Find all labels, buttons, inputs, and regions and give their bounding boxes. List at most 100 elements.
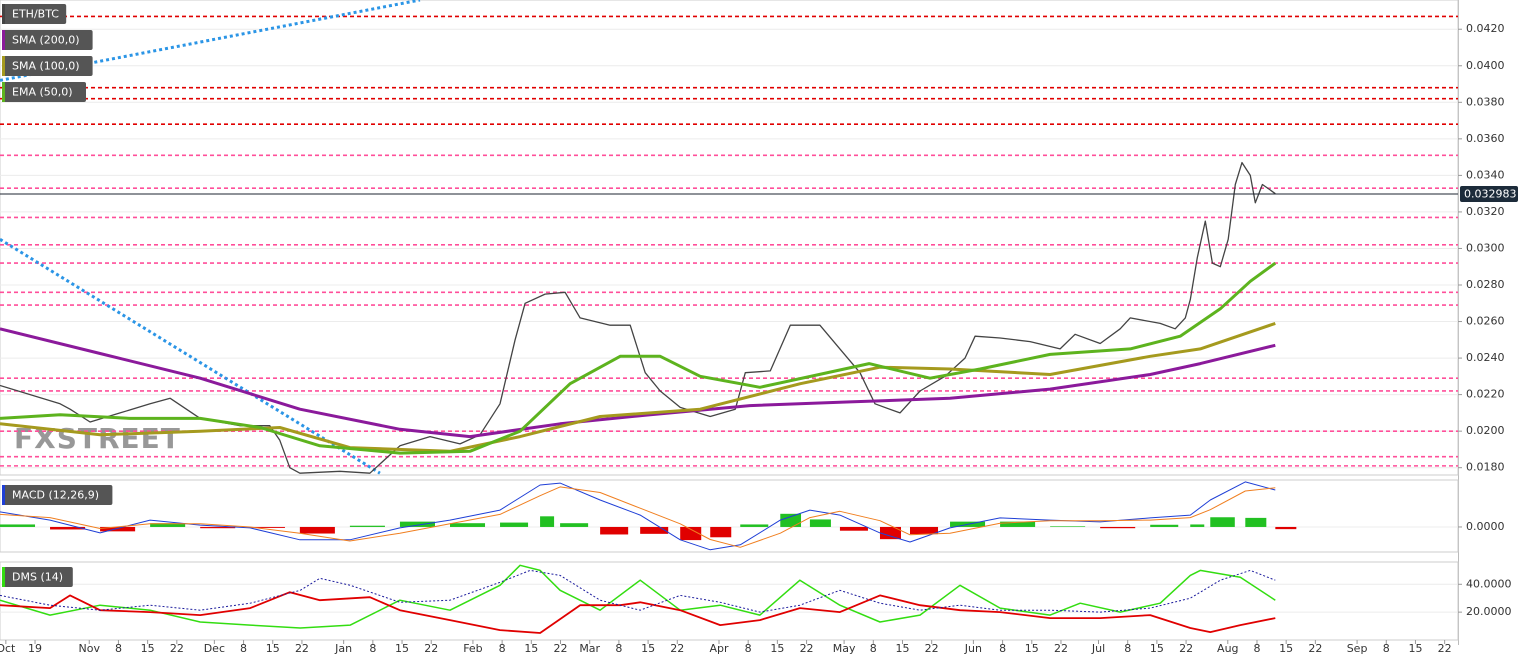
x-tick-label: 8 [999,642,1006,655]
x-tick-label: 19 [28,642,42,655]
x-tick-label: 15 [770,642,784,655]
x-tick-label: 15 [141,642,155,655]
y-tick-label: 0.0280 [1466,278,1505,291]
x-tick-label: 15 [1408,642,1422,655]
legend-label: SMA (200,0) [12,34,80,47]
y-tick-label: 0.0180 [1466,461,1505,474]
legend-label: SMA (100,0) [12,60,80,73]
panel-title: MACD (12,26,9) [12,489,99,502]
panel [0,561,1459,641]
x-tick-label: Aug [1217,642,1238,655]
histogram-bar [839,526,868,531]
x-tick-label: 8 [1383,642,1390,655]
x-tick-label: 22 [424,642,438,655]
y-tick-label: 0.0420 [1466,22,1505,35]
histogram-bar [100,526,136,532]
x-tick-label: 8 [240,642,247,655]
legend-box [2,4,67,24]
histogram-bar [50,526,86,530]
histogram-bar [600,526,629,535]
x-tick-label: May [833,642,856,655]
legend-box [2,82,86,102]
x-tick-label: 22 [1054,642,1068,655]
y-tick-label: 0.0400 [1466,59,1505,72]
panel-title-swatch [2,485,5,505]
panel [0,479,1459,553]
series-line [0,161,1276,474]
legend-box [2,56,93,76]
x-tick-label: 15 [1025,642,1039,655]
y-tick-label: 0.0260 [1466,315,1505,328]
histogram-bar [200,526,236,529]
x-tick-label: Feb [463,642,482,655]
x-tick-label: Apr [709,642,729,655]
x-tick-label: Jan [334,642,352,655]
plot-area: FXSTREET [0,0,1458,475]
x-tick-label: 8 [1124,642,1131,655]
x-tick-label: 8 [615,642,622,655]
x-tick-label: 15 [395,642,409,655]
y-tick-label: 0.0380 [1466,95,1505,108]
histogram-bar [710,526,732,538]
panel-title-box [2,485,113,505]
x-tick-label: Dec [204,642,225,655]
legend-label: ETH/BTC [12,8,59,21]
histogram-bar [150,523,186,527]
x-tick-label: 8 [115,642,122,655]
histogram-bar [809,519,831,527]
trend-line [0,238,381,475]
x-tick-label: Oct [0,642,16,655]
histogram-bar [1190,524,1205,527]
y-tick-label: 0.0220 [1466,388,1505,401]
x-tick-label: 15 [1150,642,1164,655]
histogram-bar [1245,517,1267,527]
histogram-bar [449,523,486,527]
series-line [0,321,1276,453]
histogram-bar [1000,521,1036,527]
legend-swatch [2,82,5,102]
histogram-bar [250,526,285,528]
x-tick-label: Jul [1091,642,1105,655]
last-price-box [1460,185,1518,202]
histogram-bar [640,526,669,534]
x-tick-label: 22 [554,642,568,655]
legend-label: EMA (50,0) [12,86,73,99]
series-line [0,486,1276,548]
y-tick-label: 0.0320 [1466,205,1505,218]
histogram-bar [879,526,901,540]
x-tick-label: 15 [524,642,538,655]
histogram-bar [909,526,939,535]
series-line [0,327,1276,439]
plot-area [0,481,1458,551]
x-tick-label: 8 [745,642,752,655]
histogram-bar [740,524,769,527]
histogram-bar [1210,517,1235,527]
y-tick-label: 20.0000 [1466,605,1512,618]
y-tick-label: 0.0240 [1466,351,1505,364]
legend-swatch [2,30,5,50]
x-tick-label: Mar [579,642,600,655]
x-tick-label: 22 [295,642,309,655]
y-tick-label: 0.0360 [1466,132,1505,145]
histogram-bar [540,516,555,527]
x-tick-label: 15 [641,642,655,655]
x-tick-label: 22 [1179,642,1193,655]
histogram-bar [399,521,435,527]
x-tick-label: 15 [1279,642,1293,655]
histogram-bar [1150,524,1179,527]
histogram-bar [299,526,335,534]
x-tick-label: 8 [499,642,506,655]
legend-box [2,30,93,50]
x-tick-label: 22 [925,642,939,655]
y-tick-label: 0.0200 [1466,424,1505,437]
y-tick-label: 0.0000 [1466,520,1505,533]
legend-swatch [2,4,5,24]
histogram-bar [780,513,802,527]
x-tick-label: 8 [870,642,877,655]
last-price-label: 0.032983 [1464,187,1517,200]
x-tick-label: Jun [964,642,982,655]
panel-title-swatch [2,567,5,587]
x-tick-label: 22 [670,642,684,655]
legend-swatch [2,56,5,76]
